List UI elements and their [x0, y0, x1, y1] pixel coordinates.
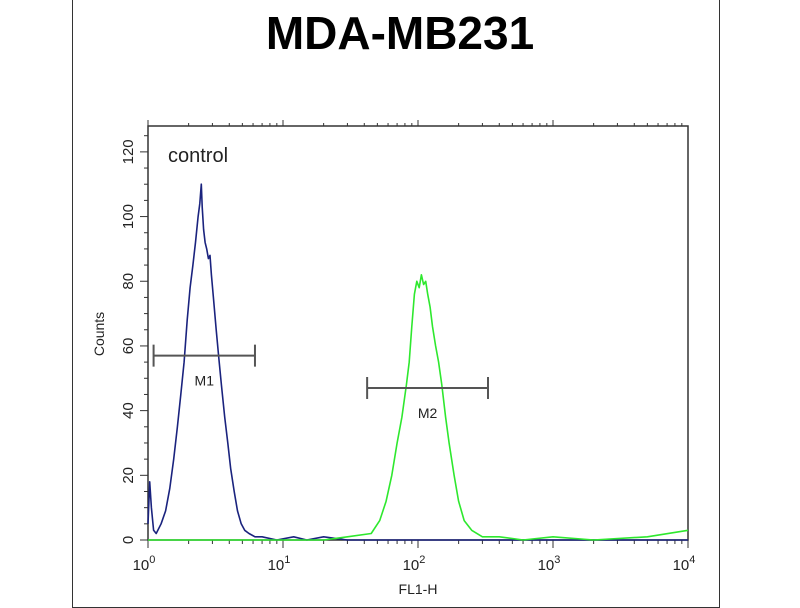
plot-area [147, 125, 689, 541]
axis-ticks: 0 20 40 60 80 100 120 100 101 102 103 104 [120, 120, 695, 574]
y-tick-label: 20 [120, 467, 137, 484]
series-line-2 [148, 274, 689, 541]
chart-title: MDA-MB231 [265, 7, 535, 59]
y-tick-label: 40 [120, 402, 137, 419]
marker-label-m2: M2 [418, 405, 438, 421]
y-tick-label: 0 [120, 536, 137, 544]
x-tick-label: 101 [268, 554, 291, 574]
x-tick-label: 100 [133, 554, 156, 574]
series-line-1 [147, 183, 688, 541]
x-axis-title: FL1-H [399, 581, 438, 597]
y-tick-label: 60 [120, 338, 137, 355]
x-tick-label: 102 [403, 554, 426, 574]
control-annotation: control [168, 145, 228, 167]
y-axis-title: Counts [91, 312, 107, 356]
x-tick-label: 103 [538, 554, 561, 574]
x-tick-label: 104 [673, 554, 696, 574]
y-tick-label: 120 [120, 139, 137, 164]
marker-label-m1: M1 [195, 373, 215, 389]
marker-layer: M1 M2 [152, 344, 489, 421]
series-layer [147, 183, 689, 541]
y-tick-label: 100 [120, 204, 137, 229]
y-tick-label: 80 [120, 273, 137, 290]
